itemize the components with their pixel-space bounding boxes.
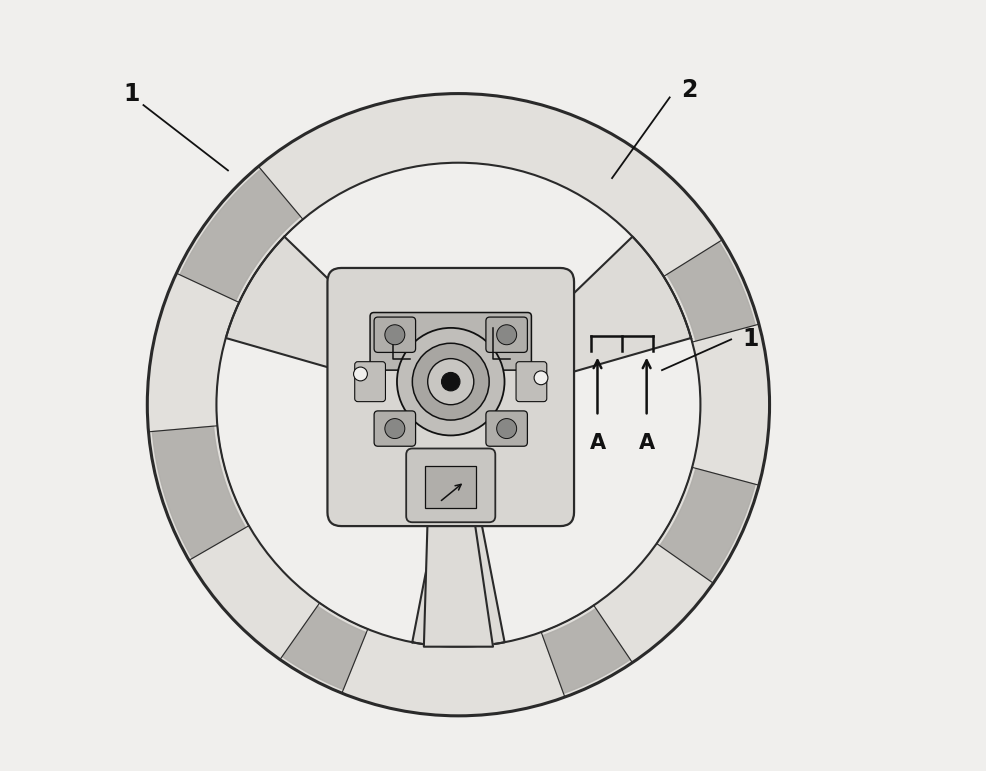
Circle shape bbox=[442, 372, 459, 391]
FancyBboxPatch shape bbox=[374, 317, 415, 352]
Polygon shape bbox=[179, 170, 301, 301]
Circle shape bbox=[147, 93, 769, 715]
Circle shape bbox=[428, 359, 474, 405]
Text: 1: 1 bbox=[742, 328, 758, 352]
FancyBboxPatch shape bbox=[516, 362, 547, 402]
Circle shape bbox=[534, 371, 548, 385]
Polygon shape bbox=[667, 242, 755, 341]
Circle shape bbox=[385, 419, 405, 439]
Polygon shape bbox=[660, 468, 755, 581]
Polygon shape bbox=[152, 426, 246, 558]
Circle shape bbox=[385, 325, 405, 345]
Bar bbox=[425, 466, 476, 508]
FancyBboxPatch shape bbox=[406, 449, 495, 522]
Circle shape bbox=[412, 343, 489, 420]
Polygon shape bbox=[226, 237, 392, 379]
Text: 2: 2 bbox=[680, 78, 697, 102]
FancyBboxPatch shape bbox=[486, 411, 528, 446]
Polygon shape bbox=[525, 237, 691, 379]
Polygon shape bbox=[424, 516, 493, 647]
Circle shape bbox=[354, 367, 368, 381]
FancyBboxPatch shape bbox=[370, 312, 531, 370]
Polygon shape bbox=[542, 608, 630, 693]
Text: A: A bbox=[639, 433, 655, 453]
FancyBboxPatch shape bbox=[327, 268, 574, 526]
Circle shape bbox=[217, 163, 700, 647]
Polygon shape bbox=[147, 93, 769, 715]
Polygon shape bbox=[412, 480, 505, 647]
Circle shape bbox=[497, 325, 517, 345]
Circle shape bbox=[497, 419, 517, 439]
Circle shape bbox=[397, 328, 505, 436]
FancyBboxPatch shape bbox=[355, 362, 386, 402]
Text: A: A bbox=[590, 433, 605, 453]
FancyBboxPatch shape bbox=[486, 317, 528, 352]
Polygon shape bbox=[282, 606, 367, 689]
Text: 1: 1 bbox=[124, 82, 140, 106]
FancyBboxPatch shape bbox=[374, 411, 415, 446]
